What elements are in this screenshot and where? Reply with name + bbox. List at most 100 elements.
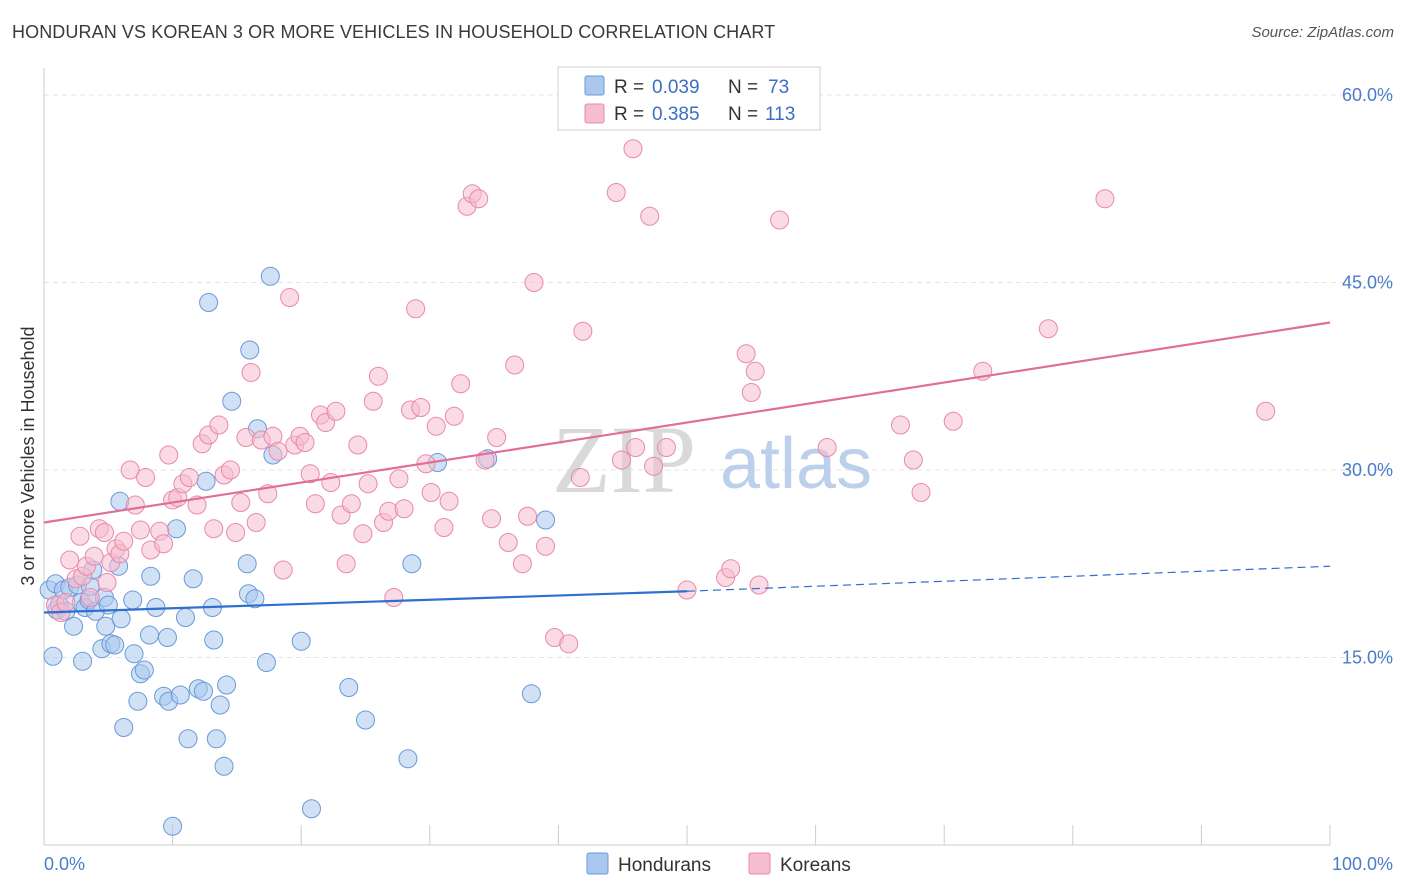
series-legend-swatch-koreans xyxy=(748,852,771,875)
y-axis-label: 3 or more Vehicles in Household xyxy=(18,326,38,585)
point-hondurans-31 xyxy=(134,660,154,680)
point-koreans-61 xyxy=(358,474,378,494)
point-koreans-11 xyxy=(94,523,114,542)
point-hondurans-66 xyxy=(356,710,375,730)
point-koreans-35 xyxy=(220,460,240,480)
legend-n-label-hondurans: N = xyxy=(728,77,758,98)
watermark-atlas: atlas xyxy=(720,424,872,504)
point-hondurans-72 xyxy=(536,510,556,530)
point-koreans-68 xyxy=(394,499,414,519)
point-koreans-3 xyxy=(60,550,80,570)
axes xyxy=(43,68,1331,846)
point-koreans-98 xyxy=(626,438,646,457)
point-hondurans-47 xyxy=(199,293,219,312)
legend-r-value-koreans: 0.385 xyxy=(652,104,700,125)
point-koreans-59 xyxy=(348,435,368,455)
point-hondurans-19 xyxy=(96,616,116,636)
chart-source: Source: ZipAtlas.com xyxy=(1251,24,1394,41)
point-hondurans-38 xyxy=(163,816,183,836)
point-koreans-109 xyxy=(770,210,790,230)
point-koreans-110 xyxy=(817,438,837,457)
point-koreans-50 xyxy=(300,464,320,484)
point-hondurans-27 xyxy=(123,590,143,610)
point-hondurans-40 xyxy=(170,685,190,705)
point-koreans-92 xyxy=(559,634,579,654)
point-koreans-19 xyxy=(130,520,150,540)
point-koreans-116 xyxy=(1038,319,1058,339)
point-koreans-17 xyxy=(120,460,140,480)
point-hondurans-54 xyxy=(222,391,242,411)
trend-lines xyxy=(43,321,1331,614)
point-koreans-102 xyxy=(677,580,697,600)
point-hondurans-55 xyxy=(237,554,257,574)
point-koreans-32 xyxy=(204,519,224,539)
point-koreans-39 xyxy=(241,363,261,382)
point-hondurans-50 xyxy=(206,729,226,749)
point-hondurans-32 xyxy=(139,625,159,645)
point-koreans-16 xyxy=(114,531,134,551)
series-legend-label-koreans: Koreans xyxy=(780,855,851,876)
point-koreans-88 xyxy=(518,506,538,526)
point-hondurans-39 xyxy=(166,519,186,539)
y-tick-label-3: 60.0% xyxy=(1342,85,1393,105)
point-koreans-60 xyxy=(353,524,373,544)
point-koreans-89 xyxy=(524,273,544,292)
data-points xyxy=(39,139,1276,836)
point-koreans-37 xyxy=(231,493,251,512)
point-hondurans-43 xyxy=(183,569,203,589)
series-legend-swatch-hondurans xyxy=(586,852,609,875)
point-koreans-86 xyxy=(505,355,525,375)
point-hondurans-36 xyxy=(157,628,177,647)
legend-r-value-hondurans: 0.039 xyxy=(652,77,700,98)
point-hondurans-68 xyxy=(402,554,422,574)
point-koreans-85 xyxy=(498,533,518,552)
point-koreans-105 xyxy=(736,344,756,364)
point-koreans-46 xyxy=(280,288,300,307)
point-koreans-73 xyxy=(421,483,441,502)
point-koreans-90 xyxy=(536,536,556,556)
point-koreans-70 xyxy=(406,299,426,319)
legend-r-label-koreans: R = xyxy=(614,104,644,125)
watermark: ZIP atlas xyxy=(552,406,872,513)
legend-n-value-koreans: 113 xyxy=(765,104,795,125)
point-koreans-93 xyxy=(570,468,590,487)
point-koreans-95 xyxy=(606,183,626,202)
point-hondurans-52 xyxy=(214,756,234,776)
point-hondurans-61 xyxy=(260,266,280,286)
point-koreans-67 xyxy=(389,469,409,489)
x-tick-label-max: 100.0% xyxy=(1332,854,1393,874)
point-koreans-45 xyxy=(273,560,293,580)
point-koreans-33 xyxy=(209,415,229,435)
point-hondurans-57 xyxy=(240,340,260,360)
point-hondurans-65 xyxy=(339,678,359,697)
point-koreans-78 xyxy=(451,374,471,394)
point-hondurans-67 xyxy=(398,749,418,769)
point-hondurans-53 xyxy=(217,675,237,695)
y-tick-labels: 15.0% 30.0% 45.0% 60.0% xyxy=(1342,85,1393,668)
point-koreans-44 xyxy=(268,441,288,461)
point-koreans-96 xyxy=(611,450,631,470)
point-koreans-36 xyxy=(226,523,246,542)
series-legend: Hondurans Koreans xyxy=(586,852,851,876)
point-hondurans-11 xyxy=(73,651,93,671)
point-koreans-83 xyxy=(482,509,502,529)
point-koreans-118 xyxy=(1256,401,1276,421)
point-koreans-62 xyxy=(363,391,383,411)
point-koreans-111 xyxy=(890,415,910,435)
point-koreans-63 xyxy=(368,366,388,386)
point-koreans-107 xyxy=(745,361,765,381)
point-hondurans-49 xyxy=(204,630,224,650)
point-koreans-28 xyxy=(179,468,199,487)
point-koreans-40 xyxy=(246,513,266,532)
point-koreans-57 xyxy=(336,554,356,574)
series-legend-label-hondurans: Hondurans xyxy=(618,855,711,876)
point-hondurans-41 xyxy=(175,608,195,627)
point-koreans-24 xyxy=(159,445,179,465)
legend-swatch-koreans xyxy=(584,103,605,124)
point-koreans-49 xyxy=(295,433,315,452)
point-koreans-84 xyxy=(487,428,507,447)
point-hondurans-64 xyxy=(301,799,321,819)
point-koreans-55 xyxy=(326,401,346,421)
point-koreans-51 xyxy=(305,494,325,514)
chart-title: HONDURAN VS KOREAN 3 OR MORE VEHICLES IN… xyxy=(12,22,776,42)
